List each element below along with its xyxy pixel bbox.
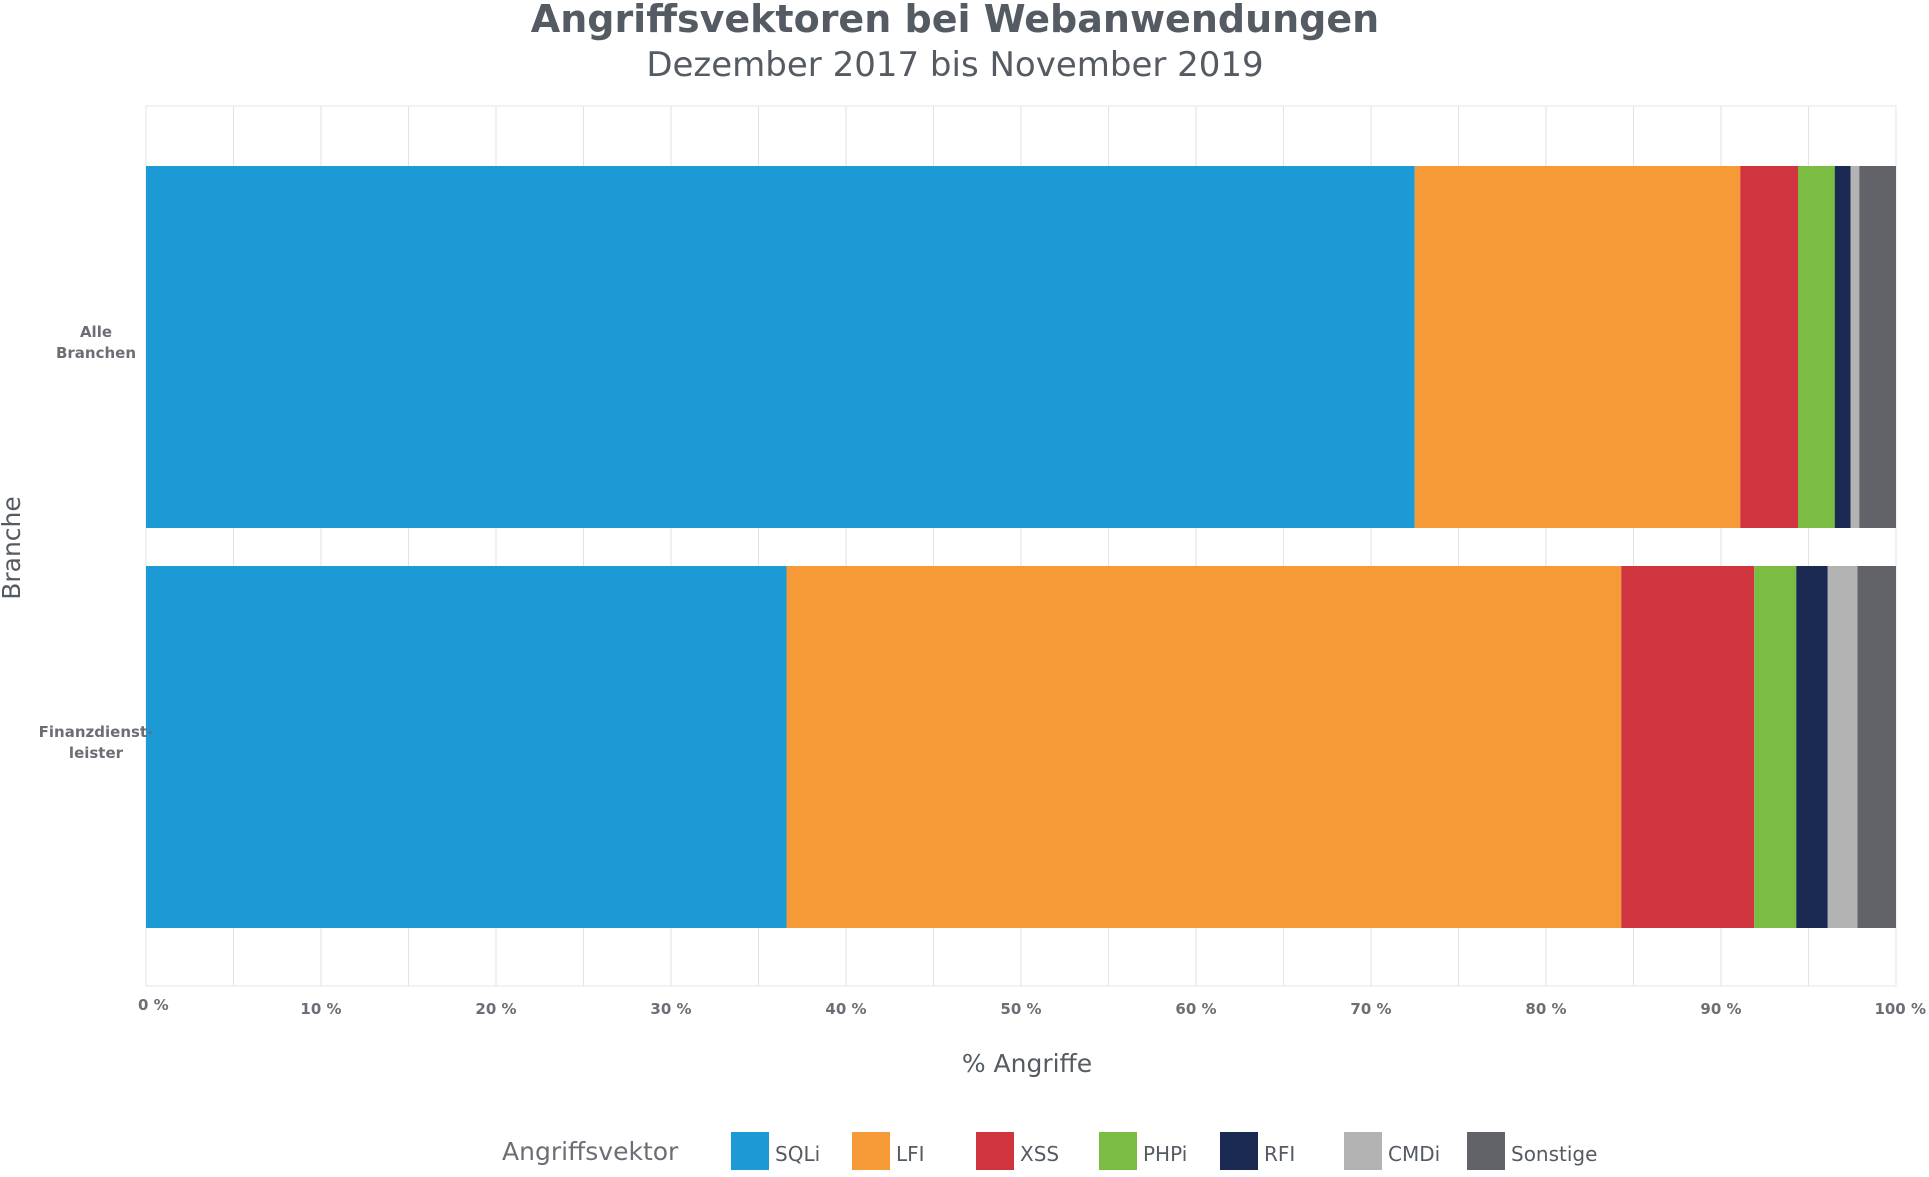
x-tick-label: 40 %	[825, 1000, 866, 1018]
legend-label-sonstige: Sonstige	[1511, 1142, 1597, 1166]
legend-label-rfi: RFI	[1264, 1142, 1295, 1166]
legend-title: Angriffsvektor	[502, 1137, 679, 1166]
bar-segment-phpi	[1798, 166, 1835, 528]
x-axis-ticks: 0 % 10 % 20 % 30 % 40 % 50 % 60 % 70 % 80 % 90 % 1…	[138, 996, 1926, 1018]
legend-swatch-cmdi	[1344, 1132, 1382, 1170]
legend-label-xss: XSS	[1020, 1142, 1059, 1166]
legend-label-phpi: PHPi	[1143, 1142, 1187, 1166]
x-tick-label: 80 %	[1525, 1000, 1566, 1018]
x-tick-label: 70 %	[1350, 1000, 1391, 1018]
legend-swatch-sqli	[731, 1132, 769, 1170]
bar-segment-sonstige	[1859, 166, 1896, 528]
x-tick-label: 60 %	[1175, 1000, 1216, 1018]
x-tick-label: 0 %	[138, 996, 169, 1014]
bar-segment-cmdi	[1827, 566, 1858, 928]
bar-segment-sonstige	[1857, 566, 1896, 928]
bar-segment-xss	[1740, 166, 1798, 528]
bar-segment-sqli	[146, 166, 1415, 528]
legend-swatch-sonstige	[1467, 1132, 1505, 1170]
bar-segment-lfi	[786, 566, 1622, 928]
legend: Angriffsvektor SQLi LFI XSS PHPi RFI CMDi Sons…	[502, 1132, 1597, 1170]
bar-segment-xss	[1621, 566, 1755, 928]
legend-label-cmdi: CMDi	[1388, 1142, 1440, 1166]
bar-segment-cmdi	[1850, 166, 1860, 528]
x-axis-label: % Angriffe	[962, 1049, 1092, 1078]
x-tick-label: 20 %	[475, 1000, 516, 1018]
legend-swatch-lfi	[852, 1132, 890, 1170]
x-tick-label: 90 %	[1700, 1000, 1741, 1018]
chart-title: Angriffsvektoren bei Webanwendungen	[531, 0, 1379, 41]
chart-subtitle: Dezember 2017 bis November 2019	[646, 45, 1263, 85]
x-tick-label: 100 %	[1874, 1000, 1926, 1018]
bar-segment-lfi	[1414, 166, 1741, 528]
y-tick-label: Finanzdienst-leister	[39, 723, 154, 762]
bar-segment-rfi	[1796, 566, 1828, 928]
plot-area	[145, 105, 1897, 987]
bar-segment-rfi	[1834, 166, 1851, 528]
y-axis-label: Branche	[0, 496, 26, 600]
y-axis-ticks: Alle Branchen Finanzdienst-leister	[39, 323, 154, 762]
legend-swatch-phpi	[1099, 1132, 1137, 1170]
y-tick-label: Alle Branchen	[56, 323, 136, 362]
legend-swatch-rfi	[1220, 1132, 1258, 1170]
legend-label-sqli: SQLi	[775, 1142, 820, 1166]
legend-label-lfi: LFI	[896, 1142, 925, 1166]
legend-swatch-xss	[976, 1132, 1014, 1170]
x-tick-label: 10 %	[300, 1000, 341, 1018]
x-tick-label: 30 %	[650, 1000, 691, 1018]
bars	[146, 166, 1896, 928]
x-tick-label: 50 %	[1000, 1000, 1041, 1018]
bar-segment-sqli	[146, 566, 787, 928]
bar-segment-phpi	[1754, 566, 1797, 928]
